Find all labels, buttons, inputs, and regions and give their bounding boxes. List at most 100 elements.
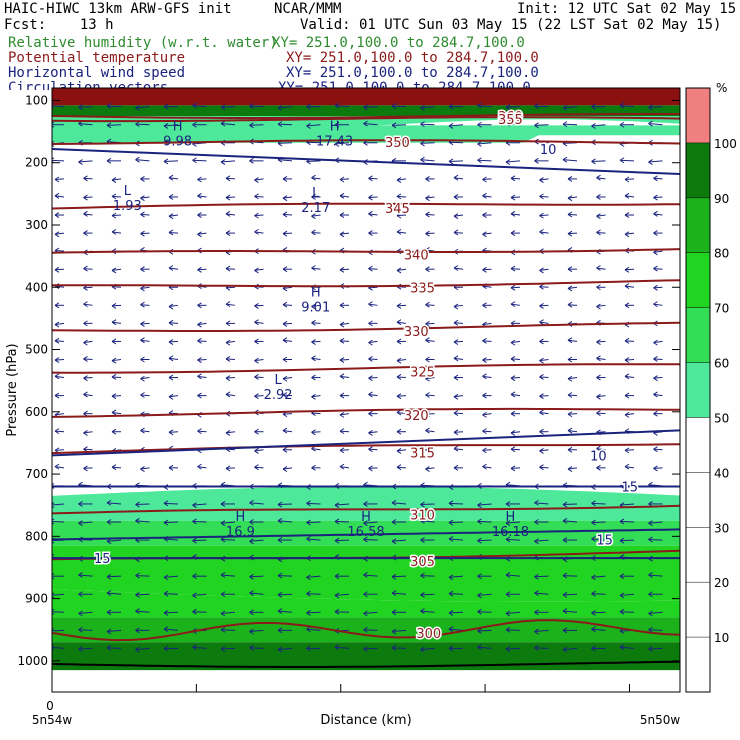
circulation-vector-head bbox=[596, 194, 601, 200]
circulation-vector bbox=[534, 592, 549, 595]
circulation-vector-head bbox=[505, 501, 511, 507]
circulation-vector bbox=[83, 431, 93, 434]
circulation-vector-head bbox=[220, 501, 226, 507]
circulation-vector-head bbox=[311, 355, 316, 362]
circulation-vector bbox=[505, 123, 521, 126]
circulation-vector bbox=[306, 575, 321, 578]
circulation-vector-head bbox=[396, 319, 402, 326]
circulation-vector bbox=[477, 629, 492, 632]
circulation-vector-head bbox=[168, 303, 174, 310]
circulation-vector bbox=[619, 646, 635, 649]
circulation-vector-head bbox=[391, 628, 397, 635]
circulation-vector-head bbox=[282, 230, 288, 237]
circulation-vector-head bbox=[567, 195, 573, 202]
circulation-vector bbox=[168, 322, 179, 324]
circulation-vector bbox=[277, 159, 293, 162]
circulation-vector-head bbox=[78, 610, 83, 617]
circulation-vector bbox=[534, 539, 549, 542]
circulation-vector bbox=[311, 340, 321, 343]
circulation-vector bbox=[482, 285, 492, 288]
circulation-vector-head bbox=[225, 320, 231, 327]
circulation-vector-head bbox=[83, 465, 88, 472]
circulation-vector bbox=[111, 268, 122, 271]
circulation-vector-head bbox=[653, 446, 658, 453]
circulation-vector bbox=[624, 195, 635, 198]
circulation-vector-head bbox=[453, 445, 459, 452]
circulation-vector-head bbox=[391, 103, 397, 110]
circulation-vector bbox=[363, 538, 378, 541]
circulation-vector-head bbox=[311, 319, 316, 326]
circulation-vector bbox=[539, 304, 549, 307]
circulation-vector bbox=[505, 538, 521, 541]
init-time: Init: 12 UTC Sat 02 May 15 bbox=[517, 1, 737, 17]
wind-contour-label: 15 bbox=[94, 552, 111, 567]
circulation-vector-head bbox=[197, 337, 202, 344]
circulation-vector-head bbox=[567, 411, 573, 418]
wind-contour-label: 10 bbox=[540, 143, 557, 158]
circulation-vector bbox=[619, 593, 635, 596]
circulation-vector-head bbox=[477, 592, 482, 599]
circulation-vector-head bbox=[482, 302, 487, 309]
circulation-vector-head bbox=[368, 465, 373, 472]
circulation-vector bbox=[78, 647, 93, 650]
circulation-vector bbox=[54, 375, 65, 379]
circulation-vector bbox=[653, 286, 663, 289]
circulation-vector bbox=[225, 377, 236, 379]
circulation-vector-head bbox=[83, 320, 88, 327]
circulation-vector bbox=[311, 448, 321, 451]
circulation-vector bbox=[163, 160, 179, 162]
circulation-vector bbox=[453, 357, 464, 360]
field-label-wind: Horizontal wind speed bbox=[8, 65, 186, 81]
circulation-vector bbox=[111, 195, 122, 198]
circulation-vector bbox=[562, 503, 578, 506]
y-tick-label: 900 bbox=[25, 592, 48, 606]
circulation-vector-head bbox=[254, 212, 259, 219]
circulation-vector bbox=[106, 575, 122, 578]
circulation-vector bbox=[539, 466, 549, 469]
circulation-vector-head bbox=[510, 429, 516, 436]
circulation-vector-head bbox=[648, 610, 653, 617]
theta-contour bbox=[52, 139, 680, 145]
circulation-vector-head bbox=[111, 464, 117, 471]
circulation-vector-head bbox=[539, 357, 544, 364]
circulation-vector-head bbox=[591, 609, 596, 616]
circulation-vector-head bbox=[448, 500, 454, 507]
circulation-vector bbox=[510, 358, 521, 360]
circulation-vector bbox=[54, 430, 65, 433]
circulation-vector bbox=[111, 231, 122, 234]
circulation-vector bbox=[396, 178, 407, 181]
circulation-vector-head bbox=[197, 428, 202, 435]
circulation-vector-head bbox=[306, 535, 311, 542]
circulation-vector-head bbox=[282, 211, 288, 218]
circulation-vector bbox=[339, 375, 350, 379]
circulation-vector-head bbox=[534, 122, 539, 129]
circulation-vector bbox=[368, 177, 378, 180]
circulation-vector-head bbox=[254, 193, 259, 200]
circulation-vector-head bbox=[220, 159, 226, 165]
circulation-vector-head bbox=[539, 338, 544, 345]
circulation-vector-head bbox=[339, 428, 345, 435]
circulation-vector bbox=[562, 159, 578, 162]
circulation-vector bbox=[420, 142, 435, 144]
circulation-vector-head bbox=[140, 301, 145, 308]
circulation-vector-head bbox=[425, 392, 430, 398]
circulation-vector-head bbox=[653, 375, 658, 382]
x-end-label: 5n50w bbox=[640, 713, 681, 727]
circulation-vector bbox=[197, 375, 207, 379]
circulation-vector-head bbox=[254, 464, 259, 471]
valid-time: Valid: 01 UTC Sun 03 May 15 (22 LST Sat … bbox=[300, 17, 722, 33]
circulation-vector-head bbox=[197, 392, 202, 399]
theta-contour-label: 340 bbox=[404, 248, 429, 263]
circulation-vector bbox=[396, 321, 407, 324]
circulation-vector bbox=[54, 413, 65, 416]
circulation-vector-head bbox=[448, 123, 454, 129]
circulation-vector-head bbox=[624, 447, 630, 454]
circulation-vector-head bbox=[420, 121, 425, 128]
circulation-vector-head bbox=[539, 374, 544, 380]
circulation-vector-head bbox=[510, 375, 516, 382]
circulation-vector-head bbox=[453, 355, 459, 362]
circulation-vector bbox=[624, 358, 635, 361]
circulation-vector-head bbox=[111, 177, 117, 184]
circulation-vector-head bbox=[249, 628, 254, 635]
circulation-vector bbox=[624, 285, 635, 288]
